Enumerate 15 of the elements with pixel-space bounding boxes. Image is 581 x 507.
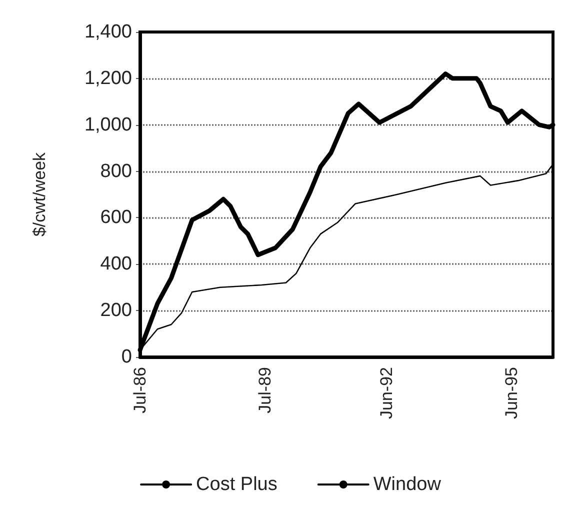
y-tick-label: 600: [100, 207, 132, 228]
y-tick-label: 1,400: [84, 22, 132, 42]
y-tick-label: 1,000: [84, 114, 132, 136]
x-tick-label: Jun-92: [376, 367, 396, 419]
x-tick-label: Jul-86: [130, 367, 150, 414]
y-tick-label: 400: [100, 254, 132, 275]
legend-label: Cost Plus: [196, 474, 278, 495]
y-tick-label: 200: [100, 300, 132, 322]
y-axis-title: $/cwt/week: [30, 152, 49, 237]
y-tick-label: 800: [100, 160, 132, 182]
legend-label: Window: [373, 474, 442, 495]
x-tick-label: Jul-89: [255, 367, 274, 414]
x-tick-label: Jun-95: [502, 367, 521, 419]
y-tick-label: 1,200: [84, 68, 132, 89]
y-tick-label: 0: [121, 346, 132, 368]
